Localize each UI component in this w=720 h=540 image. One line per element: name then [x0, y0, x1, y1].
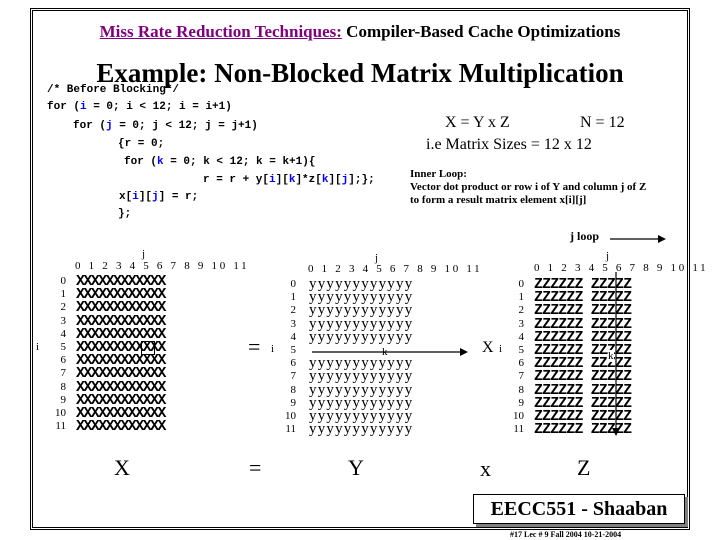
code-line-3: {r = 0; [118, 138, 165, 150]
y-row-arrow-icon [312, 348, 468, 356]
x-column-labels: 0 1 2 3 4 5 6 7 8 9 10 11 [75, 260, 250, 272]
code-line-7: }; [118, 208, 132, 220]
bottom-label-eq: = [249, 455, 262, 480]
equation-formula: X = Y x Z [445, 114, 510, 131]
z-column-labels: 0 1 2 3 4 5 6 7 8 9 10 11 [534, 262, 709, 274]
x-row-labels: 0 1 2 3 4 5 6 7 8 9 10 11 [55, 275, 66, 433]
y-row-labels: 0 1 2 3 4 5 6 7 8 9 10 11 [285, 278, 296, 436]
y-k-label: k [382, 346, 388, 358]
inner-loop-note: Inner Loop: Vector dot product or row i … [410, 168, 647, 206]
slide-title: Example: Non-Blocked Matrix Multiplicati… [96, 58, 624, 88]
footer-course-box: EECC551 - Shaaban [473, 494, 685, 524]
equation-sizes: i.e Matrix Sizes = 12 x 12 [426, 136, 592, 153]
x-element-highlight [141, 341, 155, 355]
slide-header: Miss Rate Reduction Techniques: Compiler… [0, 22, 720, 42]
code-line-6: x[i][j] = r; [119, 191, 199, 203]
y-j-label: j [375, 252, 379, 264]
code-comment: /* Before Blocking*/ [47, 84, 180, 96]
code-line-2: for (j = 0; j < 12; j = j+1) [73, 120, 258, 132]
y-matrix: yyyyyyyyyyyy yyyyyyyyyyyy yyyyyyyyyyyy yyyy… [309, 276, 414, 438]
code-line-1: for (i = 0; i < 12; i = i+1) [47, 101, 232, 113]
bottom-label-z: Z [577, 455, 591, 480]
slide-frame [30, 8, 690, 530]
z-column-arrow-icon [612, 272, 620, 436]
z-j-label: j [606, 250, 610, 262]
y-i-label: i [271, 343, 275, 355]
code-line-5: r = r + y[i][k]*z[k][j];}; [203, 174, 375, 186]
z-i-label: i [499, 343, 503, 355]
bottom-label-times: x [480, 456, 491, 481]
times-operator: X [482, 339, 494, 356]
footer-lecture-info: #17 Lec # 9 Fall 2004 10-21-2004 [510, 530, 622, 539]
x-matrix: XXXXXXXXXXXX XXXXXXXXXXXX XXXXXXXXXXXX XXXX… [76, 273, 166, 436]
j-loop-label: j loop [570, 229, 600, 243]
j-loop-arrow-icon [610, 235, 666, 243]
bottom-label-y: Y [348, 455, 364, 480]
z-k-label: k [608, 350, 614, 362]
y-column-labels: 0 1 2 3 4 5 6 7 8 9 10 11 [308, 263, 483, 275]
x-i-label: i [36, 341, 40, 353]
x-j-label: j [142, 248, 146, 260]
header-rest: Compiler-Based Cache Optimizations [346, 22, 621, 41]
z-row-labels: 0 1 2 3 4 5 6 7 8 9 10 11 [513, 278, 524, 436]
code-line-4: for (k = 0; k < 12; k = k+1){ [124, 156, 316, 168]
header-highlight: Miss Rate Reduction Techniques: [99, 22, 342, 41]
bottom-label-x: X [114, 455, 130, 480]
equation-n: N = 12 [580, 114, 625, 131]
z-matrix: ZZZZZZ ZZZZZ ZZZZZZ ZZZZZ ZZZZZZ ZZZZZ ZZZZ… [534, 276, 632, 439]
equals-operator: = [248, 334, 261, 359]
